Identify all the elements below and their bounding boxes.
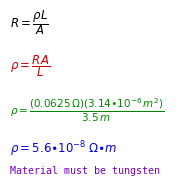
Text: Material must be tungsten: Material must be tungsten	[10, 166, 160, 176]
Text: $R = \dfrac{\rho L}{A}$: $R = \dfrac{\rho L}{A}$	[10, 9, 48, 38]
Text: $\rho = 5.6{\bullet}10^{-8}\;\Omega{\bullet}m$: $\rho = 5.6{\bullet}10^{-8}\;\Omega{\bul…	[10, 140, 117, 159]
Text: $\rho = \dfrac{RA}{L}$: $\rho = \dfrac{RA}{L}$	[10, 53, 50, 79]
Text: $\rho = \dfrac{(0.0625\,\Omega)(3.14{\bullet}10^{-6}\,m^2)}{3.5\,m}$: $\rho = \dfrac{(0.0625\,\Omega)(3.14{\bu…	[10, 97, 164, 124]
